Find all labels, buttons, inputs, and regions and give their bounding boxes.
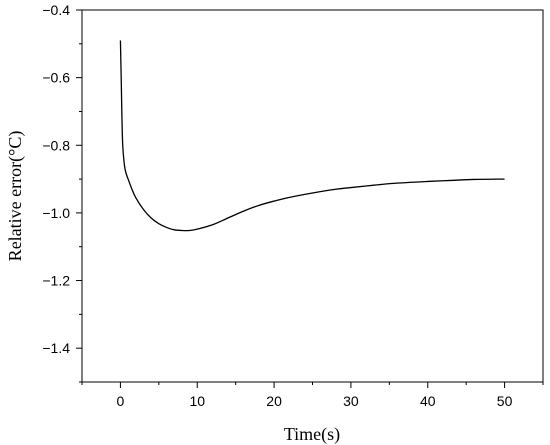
x-axis: 0 10 20 30 40 50 bbox=[81, 382, 544, 409]
y-tick-label: −1.4 bbox=[42, 340, 70, 356]
x-tick-label: 0 bbox=[117, 393, 125, 409]
y-tick-label: −0.8 bbox=[42, 137, 70, 153]
x-tick-label: 50 bbox=[497, 393, 513, 409]
x-axis-title: Time(s) bbox=[284, 424, 340, 445]
y-axis-title: Relative error(°C) bbox=[5, 131, 26, 262]
y-tick-label: −0.4 bbox=[42, 2, 70, 18]
y-axis: −0.4 −0.6 −0.8 −1.0 −1.2 −1.4 bbox=[42, 2, 82, 383]
y-tick-label: −1.2 bbox=[42, 273, 70, 289]
series-group bbox=[119, 40, 505, 232]
x-tick-label: 10 bbox=[189, 393, 205, 409]
x-tick-label: 20 bbox=[266, 393, 282, 409]
y-tick-label: −0.6 bbox=[42, 70, 70, 86]
x-tick-label: 30 bbox=[343, 393, 359, 409]
plot-frame bbox=[81, 9, 544, 383]
series-line bbox=[119, 40, 505, 232]
y-tick-label: −1.0 bbox=[42, 205, 70, 221]
x-tick-label: 40 bbox=[420, 393, 436, 409]
